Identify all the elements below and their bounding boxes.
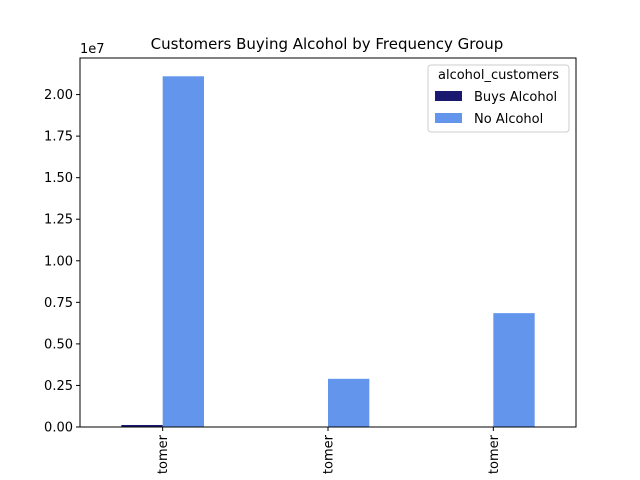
bar-no-alcohol <box>328 378 370 427</box>
y-tick-label: 1.50 <box>44 171 73 186</box>
legend: alcohol_customers Buys Alcohol No Alcohol <box>427 64 570 133</box>
x-tick-label: tomer <box>322 434 337 474</box>
legend-swatch <box>435 113 462 123</box>
bar-no-alcohol <box>493 313 535 427</box>
x-tick-label: tomer <box>487 434 502 474</box>
legend-swatch <box>435 91 462 101</box>
y-tick-label: 0.75 <box>44 296 73 311</box>
legend-entry: No Alcohol <box>474 112 543 127</box>
chart-title: Customers Buying Alcohol by Frequency Gr… <box>151 35 504 53</box>
bar-no-alcohol <box>162 76 204 427</box>
y-tick-label: 0.00 <box>44 421 73 436</box>
y-tick-label: 0.50 <box>44 337 73 352</box>
y-tick-label: 1.00 <box>44 254 73 269</box>
y-tick-label: 1.25 <box>44 213 73 228</box>
plot-area: 0.00 0.25 0.50 0.75 1.00 1.25 1.50 1.75 2.00 tome… <box>44 57 577 474</box>
y-offset-label: 1e7 <box>80 42 105 57</box>
y-tick-label: 2.00 <box>44 88 73 103</box>
bar-buys-alcohol <box>121 425 163 427</box>
y-tick-label: 1.75 <box>44 130 73 145</box>
legend-box <box>427 64 570 133</box>
legend-entry: Buys Alcohol <box>474 90 557 105</box>
y-tick-label: 0.25 <box>44 379 73 394</box>
x-tick-label: tomer <box>156 434 171 474</box>
legend-title: alcohol_customers <box>438 68 559 83</box>
